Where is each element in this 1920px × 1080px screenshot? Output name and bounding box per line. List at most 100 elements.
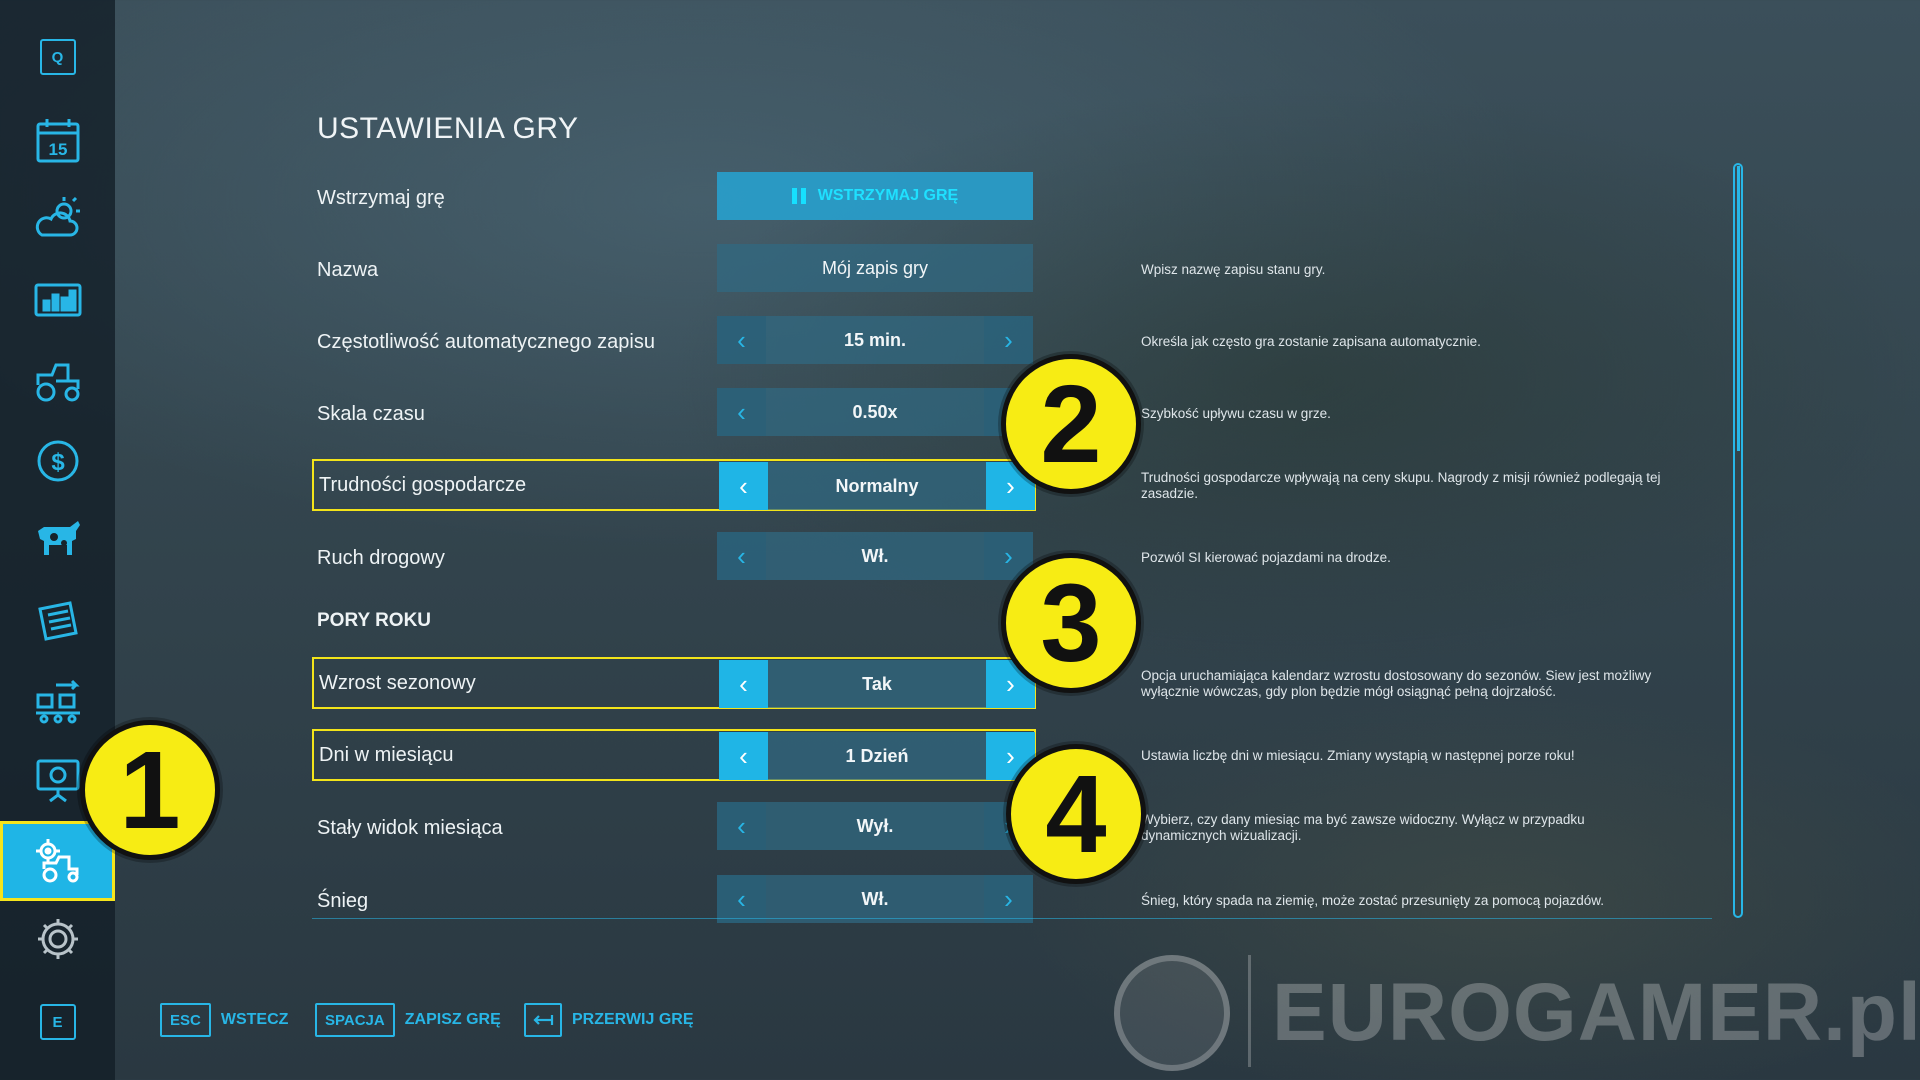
autosave-selector[interactable]: ‹ 15 min. › <box>717 316 1033 364</box>
chevron-left-icon[interactable]: ‹ <box>717 875 766 923</box>
tractor-icon <box>36 363 79 402</box>
chevron-left-icon[interactable]: ‹ <box>719 732 768 780</box>
back-button[interactable]: ESC WSTECZ <box>160 1003 288 1037</box>
sidebar-item-statistics[interactable] <box>0 262 115 340</box>
pause-game-button[interactable]: WSTRZYMAJ GRĘ <box>717 172 1033 220</box>
callout-number: 2 <box>1001 354 1141 494</box>
setting-row-pause: Wstrzymaj grę WSTRZYMAJ GRĘ <box>312 172 1036 224</box>
setting-row-traffic: Ruch drogowy ‹ Wł. › <box>312 532 1036 584</box>
globe-logo-icon <box>1114 955 1230 1071</box>
chevron-left-icon[interactable]: ‹ <box>717 388 766 436</box>
pause-button-label: WSTRZYMAJ GRĘ <box>817 187 959 204</box>
setting-label: Trudności gospodarcze <box>319 473 527 496</box>
setting-value: Tak <box>862 673 892 694</box>
sidebar-item-help[interactable] <box>0 742 115 820</box>
setting-value: 1 Dzień <box>845 745 909 766</box>
days-per-month-selector[interactable]: ‹ 1 Dzień › <box>719 732 1035 780</box>
exit-arrow-icon <box>524 1003 562 1037</box>
economic-difficulty-selector[interactable]: ‹ Normalny › <box>719 462 1035 510</box>
chevron-left-icon[interactable]: ‹ <box>717 316 766 364</box>
setting-label: Skala czasu <box>317 402 425 425</box>
back-label: WSTECZ <box>220 1011 289 1028</box>
setting-description: Określa jak często gra zostanie zapisana… <box>1141 334 1481 349</box>
sidebar-item-contracts[interactable] <box>0 582 115 660</box>
key-e-label: E <box>39 1004 76 1040</box>
setting-description: Ustawia liczbę dni w miesiącu. Zmiany wy… <box>1141 748 1575 763</box>
setting-description: Wpisz nazwę zapisu stanu gry. <box>1141 262 1326 277</box>
sidebar-item-production[interactable] <box>0 662 115 740</box>
dollar-icon: $ <box>37 440 78 482</box>
setting-row-snow: Śnieg ‹ Wł. › <box>312 875 1036 927</box>
setting-value: Wył. <box>856 815 894 836</box>
help-presentation-icon <box>36 759 79 803</box>
timescale-selector[interactable]: ‹ 0.50x › <box>717 388 1033 436</box>
scrollbar-thumb[interactable] <box>1737 166 1740 451</box>
svg-text:$: $ <box>51 449 65 476</box>
setting-label: Stały widok miesiąca <box>317 816 503 839</box>
quit-game-button[interactable]: PRZERWIJ GRĘ <box>524 1003 694 1037</box>
savegame-name-input[interactable]: Mój zapis gry <box>717 244 1033 292</box>
setting-row-name: Nazwa Mój zapis gry <box>312 244 1036 296</box>
settings-scrollbar[interactable] <box>1733 163 1743 918</box>
chevron-left-icon[interactable]: ‹ <box>717 532 766 580</box>
sidebar: Q 15 $ <box>0 0 115 1080</box>
setting-description: Trudności gospodarcze wpływają na ceny s… <box>1141 470 1661 501</box>
setting-row-seasonal-growth: Wzrost sezonowy ‹ Tak › <box>312 657 1036 709</box>
setting-label: Wstrzymaj grę <box>317 186 445 209</box>
save-label: ZAPISZ GRĘ <box>404 1011 501 1028</box>
setting-label: Śnieg <box>317 889 369 912</box>
sidebar-key-q[interactable]: Q <box>0 18 115 96</box>
setting-label: Nazwa <box>317 258 379 281</box>
general-settings-icon <box>37 919 78 959</box>
sidebar-item-general-settings[interactable] <box>0 900 115 978</box>
section-title-seasons: PORY ROKU <box>317 610 432 631</box>
snow-selector[interactable]: ‹ Wł. › <box>717 875 1033 923</box>
game-settings-icon <box>35 839 78 883</box>
setting-row-timescale: Skala czasu ‹ 0.50x › <box>312 388 1036 440</box>
setting-description: Pozwól SI kierować pojazdami na drodze. <box>1141 550 1391 565</box>
chevron-right-icon[interactable]: › <box>984 316 1033 364</box>
calendar-day-number: 15 <box>48 140 67 159</box>
sidebar-item-animals[interactable] <box>0 502 115 580</box>
setting-description: Opcja uruchamiająca kalendarz wzrostu do… <box>1141 668 1652 699</box>
setting-value: 15 min. <box>843 329 907 350</box>
setting-row-autosave: Częstotliwość automatycznego zapisu ‹ 15… <box>312 316 1036 368</box>
chevron-left-icon[interactable]: ‹ <box>717 802 766 850</box>
stats-chart-icon <box>34 283 81 317</box>
setting-value: Mój zapis gry <box>821 257 929 278</box>
setting-label: Ruch drogowy <box>317 546 445 569</box>
setting-label: Częstotliwość automatycznego zapisu <box>317 330 655 353</box>
callout-number: 4 <box>1006 744 1146 884</box>
production-icon <box>35 679 80 724</box>
setting-row-fixed-month-view: Stały widok miesiąca ‹ Wył. › <box>312 802 1036 854</box>
setting-description: Wybierz, czy dany miesiąc ma być zawsze … <box>1141 812 1585 843</box>
contracts-icon <box>37 601 78 641</box>
save-game-button[interactable]: SPACJA ZAPISZ GRĘ <box>315 1003 501 1037</box>
traffic-selector[interactable]: ‹ Wł. › <box>717 532 1033 580</box>
seasonal-growth-selector[interactable]: ‹ Tak › <box>719 660 1035 708</box>
watermark-divider <box>1248 955 1251 1067</box>
setting-row-economic-difficulty: Trudności gospodarcze ‹ Normalny › <box>312 459 1036 511</box>
setting-description: Szybkość upływu czasu w grze. <box>1141 406 1331 421</box>
watermark-text: EUROGAMER.pl <box>1272 967 1920 1058</box>
space-key: SPACJA <box>315 1003 395 1037</box>
sidebar-item-finances[interactable]: $ <box>0 422 115 500</box>
page-title: USTAWIENIA GRY <box>317 112 579 145</box>
fixed-month-view-selector[interactable]: ‹ Wył. › <box>717 802 1033 850</box>
chevron-left-icon[interactable]: ‹ <box>719 462 768 510</box>
setting-value: Wł. <box>861 888 889 909</box>
setting-row-days-per-month: Dni w miesiącu ‹ 1 Dzień › <box>312 729 1036 781</box>
esc-key: ESC <box>160 1003 211 1037</box>
chevron-left-icon[interactable]: ‹ <box>719 660 768 708</box>
list-bottom-divider <box>312 918 1712 919</box>
sidebar-key-e[interactable]: E <box>0 983 115 1061</box>
weather-icon <box>35 196 80 237</box>
sidebar-item-vehicles[interactable] <box>0 342 115 420</box>
pause-icon <box>791 188 806 204</box>
sidebar-item-calendar[interactable]: 15 <box>0 102 115 180</box>
chevron-right-icon[interactable]: › <box>984 875 1033 923</box>
callout-number: 1 <box>80 720 220 860</box>
calendar-icon: 15 <box>36 119 79 163</box>
sidebar-item-weather[interactable] <box>0 180 115 258</box>
callout-number: 3 <box>1001 553 1141 693</box>
